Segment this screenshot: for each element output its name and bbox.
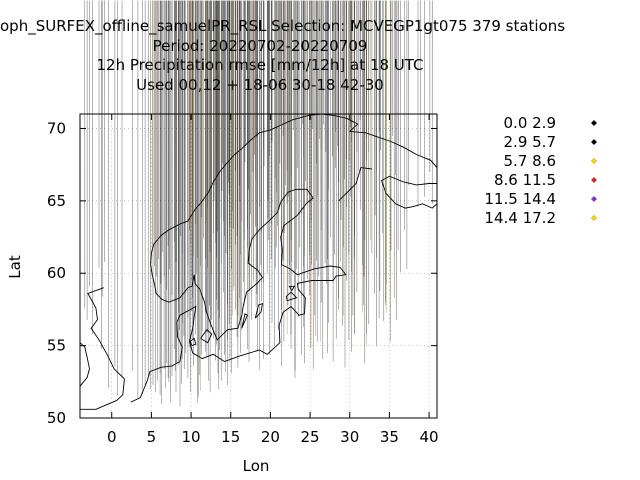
title-line-3: 12h Precipitation rmse [mm/12h] at 18 UT…: [96, 56, 424, 74]
y-tick-label: 50: [47, 409, 66, 427]
data-points: [84, 0, 433, 407]
grid: [80, 114, 437, 419]
y-axis-title: Lat: [6, 255, 24, 279]
legend-marker: [590, 119, 598, 127]
legend-marker: [590, 157, 598, 165]
plot-frame: [79, 113, 438, 419]
coastline: [189, 337, 197, 347]
coastline: [254, 302, 264, 319]
x-tick-label: 25: [301, 428, 320, 446]
x-tick-label: 10: [182, 428, 201, 446]
legend-marker: [590, 176, 598, 184]
legend-label: 5.7 8.6: [504, 152, 556, 170]
title-line-2: Period: 20220702-20220709: [152, 36, 368, 55]
coastline: [338, 167, 372, 202]
legend-marker: [590, 138, 598, 146]
coastline: [288, 285, 295, 291]
x-tick-label: 35: [380, 428, 399, 446]
legend-label: 2.9 5.7: [504, 133, 556, 151]
legend-label: 14.4 17.2: [484, 209, 556, 227]
plot-border: [79, 113, 438, 419]
coastline: [80, 342, 90, 387]
x-tick-label: 0: [107, 428, 117, 446]
coastline: [380, 175, 437, 209]
coastline: [241, 313, 248, 329]
x-tick-label: 5: [147, 428, 157, 446]
legend-marker: [590, 195, 598, 203]
legend-label: 0.0 2.9: [504, 114, 556, 132]
axis-ticks: 0 5 10 15 20 25 30 35 40 50 55 60 65 70: [47, 114, 439, 446]
coastline: [80, 287, 125, 410]
y-tick-label: 65: [47, 192, 66, 210]
legend-marker: [590, 214, 598, 222]
legend-label: 11.5 14.4: [484, 190, 556, 208]
coastline-map: [80, 114, 437, 410]
y-tick-label: 70: [47, 119, 66, 137]
x-tick-label: 40: [420, 428, 439, 446]
title-line-1: oph_SURFEX_offline_samuelPR_RSL Selectio…: [0, 17, 566, 35]
x-tick-label: 15: [221, 428, 240, 446]
legend-label: 8.6 11.5: [494, 171, 556, 189]
legend: 0.0 2.92.9 5.75.7 8.68.6 11.511.5 14.414…: [484, 114, 598, 227]
x-tick-label: 30: [340, 428, 359, 446]
x-tick-label: 20: [261, 428, 280, 446]
coastline: [130, 114, 437, 403]
x-axis-title: Lon: [243, 457, 270, 475]
y-tick-label: 60: [47, 264, 66, 282]
y-tick-label: 55: [47, 337, 66, 355]
